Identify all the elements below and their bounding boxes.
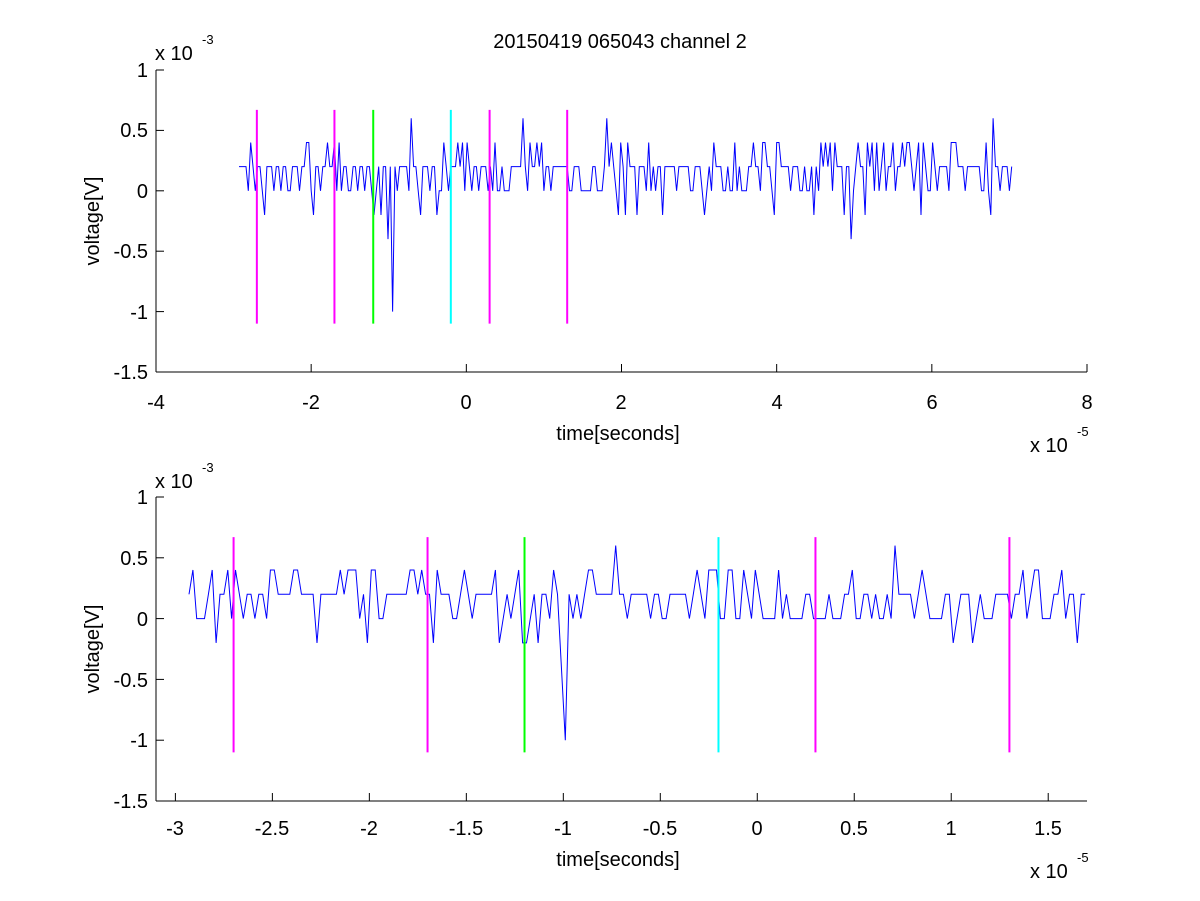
bottom-plot-area (155, 496, 1087, 802)
top-panel: 20150419 065043 channel 2 x 10 -3 -4 -2 … (82, 31, 1093, 457)
bottom-y-exponent-base: x 10 (155, 471, 193, 493)
top-y-exponent-power: -3 (202, 32, 214, 47)
bottom-y-tick-label: -0.5 (114, 670, 148, 692)
bottom-y-tick-label: 1 (137, 487, 148, 509)
top-x-tick-label: -2 (302, 392, 320, 414)
bottom-y-tick-label: -1 (130, 730, 148, 752)
top-x-tick-label: 0 (460, 392, 471, 414)
bottom-x-tick-label: 1.5 (1034, 818, 1062, 840)
top-y-axis-label: voltage[V] (82, 177, 104, 266)
top-plot-area (155, 69, 1088, 373)
bottom-x-tick-label: -0.5 (643, 818, 677, 840)
signal-line (239, 118, 1013, 312)
bottom-x-tick-label: -3 (166, 818, 184, 840)
bottom-x-tick-label: 1 (945, 818, 956, 840)
bottom-y-tick-label: 0 (137, 609, 148, 631)
bottom-x-tick-label: -1 (554, 818, 572, 840)
bottom-panel: x 10 -3 -3 -2.5 -2 -1.5 -1 -0.5 0 0.5 1 … (82, 460, 1089, 883)
top-x-axis-label: time[seconds] (556, 423, 679, 445)
top-x-tick-label: 6 (926, 392, 937, 414)
top-y-tick-label: 0.5 (120, 120, 148, 142)
top-y-ticks (156, 69, 164, 373)
top-y-exponent-base: x 10 (155, 43, 193, 65)
top-x-ticks (155, 364, 1088, 372)
top-signal-trace (239, 118, 1013, 312)
bottom-x-axis-label: time[seconds] (556, 849, 679, 871)
bottom-y-tick-labels: 1 0.5 0 -0.5 -1 -1.5 (114, 487, 148, 813)
top-y-tick-label: -1.5 (114, 362, 148, 384)
chart-title: 20150419 065043 channel 2 (493, 31, 747, 53)
bottom-x-tick-label: 0 (751, 818, 762, 840)
bottom-x-exponent-power: -5 (1077, 850, 1089, 865)
bottom-x-ticks (174, 793, 1049, 801)
bottom-x-tick-label: -1.5 (449, 818, 483, 840)
top-y-tick-label: 0 (137, 181, 148, 203)
top-y-tick-label: -1 (130, 302, 148, 324)
bottom-x-tick-label: -2 (360, 818, 378, 840)
top-y-tick-label: -0.5 (114, 241, 148, 263)
top-marker-lines (255, 109, 569, 324)
top-x-tick-label: 2 (615, 392, 626, 414)
top-x-exponent: x 10 -5 (1030, 424, 1089, 457)
bottom-y-exponent: x 10 -3 (155, 460, 214, 493)
top-y-tick-labels: 1 0.5 0 -0.5 -1 -1.5 (114, 60, 148, 384)
bottom-marker-lines (232, 537, 1011, 753)
signal-line (188, 545, 1086, 741)
bottom-signal-trace (188, 545, 1086, 741)
top-y-tick-label: 1 (137, 60, 148, 82)
top-y-exponent: x 10 -3 (155, 32, 214, 65)
bottom-y-tick-label: 0.5 (120, 548, 148, 570)
bottom-x-tick-label: 0.5 (840, 818, 868, 840)
top-x-tick-label: 8 (1081, 392, 1092, 414)
top-x-exponent-base: x 10 (1030, 435, 1068, 457)
top-x-tick-label: -4 (147, 392, 165, 414)
bottom-x-tick-labels: -3 -2.5 -2 -1.5 -1 -0.5 0 0.5 1 1.5 (166, 818, 1062, 840)
bottom-y-exponent-power: -3 (202, 460, 214, 475)
bottom-x-exponent: x 10 -5 (1030, 850, 1089, 883)
bottom-y-ticks (156, 496, 164, 802)
bottom-x-exponent-base: x 10 (1030, 861, 1068, 883)
top-x-tick-labels: -4 -2 0 2 4 6 8 (147, 392, 1092, 414)
top-x-tick-label: 4 (771, 392, 782, 414)
bottom-y-axis-label: voltage[V] (82, 605, 104, 694)
bottom-x-tick-label: -2.5 (255, 818, 289, 840)
bottom-y-tick-label: -1.5 (114, 791, 148, 813)
top-x-exponent-power: -5 (1077, 424, 1089, 439)
